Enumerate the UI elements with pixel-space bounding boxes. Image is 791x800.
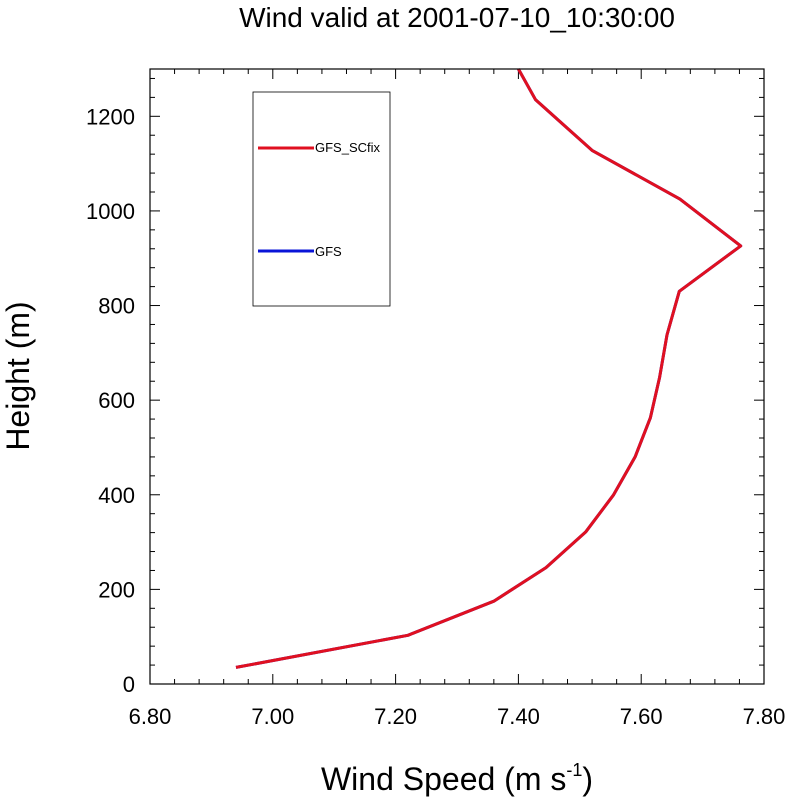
y-axis-label: Height (m) — [0, 301, 36, 450]
plot-frame — [149, 68, 765, 685]
legend-label-gfs-scfix: GFS_SCfix — [315, 140, 381, 155]
legend: GFS_SCfix GFS — [252, 91, 391, 307]
y-tick-label: 0 — [123, 672, 135, 697]
x-tick-label: 7.40 — [497, 704, 540, 729]
y-tick-label: 400 — [98, 483, 135, 508]
x-tick-label: 7.80 — [743, 704, 786, 729]
y-tick-label: 1200 — [86, 104, 135, 129]
x-axis-label-superscript: -1 — [566, 760, 582, 780]
y-tick-label: 1000 — [86, 199, 135, 224]
x-axis-label: Wind Speed (m s-1) — [321, 760, 593, 797]
y-tick-label: 600 — [98, 388, 135, 413]
axis-ticks — [149, 69, 765, 685]
x-tick-label: 7.60 — [620, 704, 663, 729]
x-tick-label: 7.00 — [251, 704, 294, 729]
y-tick-label: 800 — [98, 294, 135, 319]
legend-label-gfs: GFS — [315, 244, 342, 259]
y-tick-label: 200 — [98, 577, 135, 602]
series-line-gfs-scfix — [235, 68, 743, 669]
tick-labels: 6.80 7.00 7.20 7.40 7.60 7.80 0 200 400 600 800 100… — [86, 104, 785, 729]
series-lines — [235, 68, 743, 669]
legend-box — [252, 91, 391, 307]
series-line-gfs — [235, 68, 743, 669]
x-tick-label: 7.20 — [374, 704, 417, 729]
chart-title: Wind valid at 2001-07-10_10:30:00 — [239, 2, 675, 33]
x-axis-label-suffix: ) — [582, 761, 593, 797]
x-tick-label: 6.80 — [129, 704, 172, 729]
